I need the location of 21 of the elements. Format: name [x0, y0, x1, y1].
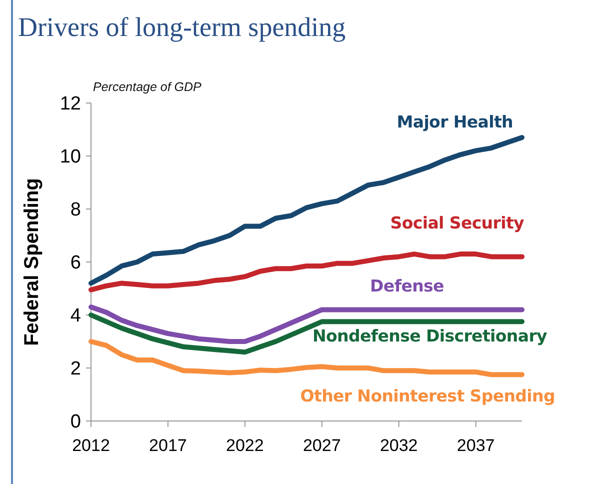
y-axis-title: Federal Spending — [21, 178, 43, 346]
y-tick-label: 6 — [70, 252, 81, 274]
chart-subtitle: Percentage of GDP — [93, 80, 202, 94]
y-tick-label: 12 — [60, 94, 81, 115]
series-label: Major Health — [396, 112, 513, 132]
x-tick-label: 2037 — [456, 436, 495, 455]
y-tick-label: 8 — [70, 200, 81, 221]
y-tick-label: 4 — [70, 306, 82, 327]
y-tick-label: 10 — [60, 146, 81, 168]
x-tick-label: 2027 — [302, 436, 341, 455]
x-tick-label: 2032 — [380, 436, 418, 455]
series-label: Other Noninterest Spending — [300, 386, 555, 406]
series-label: Nondefense Discretionary — [312, 326, 548, 346]
y-tick-label: 2 — [70, 358, 81, 380]
series-label: Defense — [370, 276, 444, 296]
y-tick-label: 0 — [70, 412, 81, 433]
x-tick-label: 2022 — [226, 436, 264, 455]
chart-title: Drivers of long-term spending — [18, 12, 346, 42]
series-label: Social Security — [390, 214, 525, 233]
x-tick-label: 2012 — [72, 436, 110, 455]
x-tick-label: 2017 — [149, 436, 187, 455]
